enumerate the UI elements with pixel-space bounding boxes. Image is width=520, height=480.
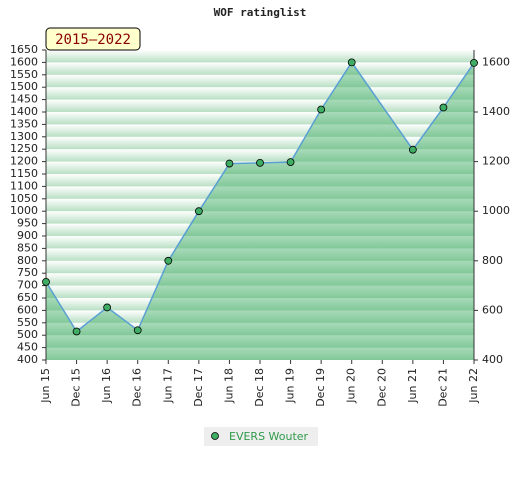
background-band — [46, 335, 474, 348]
y-tick-label: 550 — [17, 316, 38, 329]
y-tick-label: 1450 — [10, 93, 38, 106]
background-band — [46, 211, 474, 224]
marker — [408, 145, 417, 154]
chart-title: WOF ratinglist — [214, 6, 307, 19]
x-tick-label: Dec 16 — [131, 368, 144, 407]
background-band — [46, 273, 474, 286]
y-tick-label: 450 — [17, 341, 38, 354]
y-tick-label: 600 — [17, 303, 38, 316]
background-band — [46, 310, 474, 323]
x-tick-label: Jun 22 — [467, 368, 480, 404]
marker — [194, 207, 203, 216]
background-band — [46, 198, 474, 212]
x-tick-label: Dec 17 — [192, 368, 205, 407]
background-band — [46, 124, 474, 137]
marker — [72, 327, 81, 336]
y-tick-label: 1300 — [10, 130, 38, 143]
x-tick-label: Dec 15 — [70, 368, 83, 407]
marker — [347, 58, 356, 67]
y-tick-label: 1550 — [10, 68, 38, 81]
y-tick-label: 900 — [17, 229, 38, 242]
background-band — [46, 260, 474, 274]
background-band — [46, 248, 474, 261]
y2-tick-label: 1400 — [482, 105, 510, 118]
marker — [286, 158, 295, 166]
background-band — [46, 347, 474, 360]
x-tick-label: Jun 17 — [161, 368, 174, 404]
marker — [164, 256, 173, 265]
background-band — [46, 298, 474, 311]
y-tick-label: 700 — [17, 279, 38, 292]
background-band — [46, 174, 474, 187]
y2-tick-label: 1600 — [482, 55, 510, 68]
y-tick-label: 400 — [17, 353, 38, 366]
y-tick-label: 1500 — [10, 80, 38, 93]
marker — [470, 58, 478, 67]
marker — [225, 159, 234, 168]
background-band — [46, 161, 474, 174]
y-tick-label: 1600 — [10, 55, 38, 68]
background-band — [46, 322, 474, 336]
area — [46, 62, 474, 361]
legend-marker — [211, 432, 219, 440]
y-tick-label: 500 — [17, 328, 38, 341]
x-tick-label: Dec 18 — [253, 368, 266, 407]
background-band — [46, 223, 474, 236]
y-tick-label: 650 — [17, 291, 38, 304]
line — [45, 61, 475, 333]
y-tick-label: 1650 — [10, 43, 38, 56]
y-tick-label: 1000 — [10, 204, 38, 217]
marker — [317, 105, 326, 114]
background-band — [46, 149, 474, 162]
background-band — [46, 74, 474, 88]
y-tick-label: 800 — [17, 254, 38, 267]
y-tick-label: 950 — [17, 217, 38, 230]
background-band — [46, 236, 474, 249]
y-tick-label: 1200 — [10, 155, 38, 168]
subtitle: 2015–2022 — [55, 32, 131, 48]
y-tick-label: 1400 — [10, 105, 38, 118]
x-tick-label: Jun 21 — [406, 368, 419, 404]
x-tick-label: Jun 20 — [345, 368, 358, 404]
x-tick-label: Jun 15 — [39, 368, 52, 404]
subtitle-box — [45, 27, 141, 51]
background-band — [46, 99, 474, 112]
marker — [133, 326, 142, 335]
y2-tick-label: 800 — [482, 254, 503, 267]
background-band — [46, 136, 474, 150]
marker — [439, 103, 448, 112]
y-tick-label: 1350 — [10, 117, 38, 130]
background-band — [46, 50, 474, 63]
legend-box — [204, 427, 318, 446]
x-tick-label: Dec 20 — [375, 368, 388, 407]
legend-label: EVERS Wouter — [229, 430, 309, 443]
y-tick-label: 1050 — [10, 192, 38, 205]
x-tick-label: Dec 19 — [314, 368, 327, 407]
marker — [256, 158, 264, 167]
y-tick-label: 850 — [17, 241, 38, 254]
y-tick-label: 1150 — [10, 167, 38, 180]
y-tick-label: 1100 — [10, 179, 38, 192]
y2-tick-label: 1000 — [482, 204, 510, 217]
marker — [42, 277, 50, 286]
background-band — [46, 62, 474, 75]
y-tick-label: 750 — [17, 266, 38, 279]
x-tick-label: Dec 21 — [436, 368, 449, 407]
background-band — [46, 87, 474, 100]
marker — [103, 303, 112, 312]
x-tick-label: Jun 19 — [284, 368, 297, 404]
x-tick-label: Jun 18 — [222, 368, 235, 404]
background-band — [46, 186, 474, 199]
y2-tick-label: 1200 — [482, 155, 510, 168]
x-tick-label: Jun 16 — [100, 368, 113, 404]
background-band — [46, 112, 474, 125]
y2-tick-label: 600 — [482, 303, 503, 316]
y-tick-label: 1250 — [10, 142, 38, 155]
plot-area — [46, 50, 474, 361]
y2-tick-label: 400 — [482, 353, 503, 366]
